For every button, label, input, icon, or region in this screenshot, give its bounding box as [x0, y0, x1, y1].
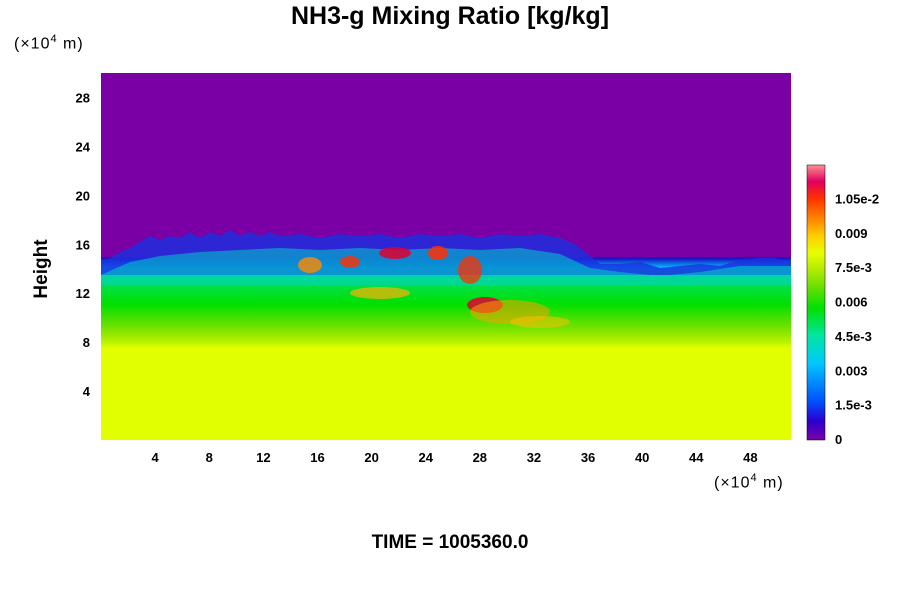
x-unit-exponent: 4 [750, 472, 758, 484]
y-unit-suffix: m) [57, 35, 84, 53]
patch [428, 246, 448, 260]
y-tick-label: 4 [83, 384, 91, 399]
patch [340, 256, 360, 268]
y-axis-ticks: 4 8 12 16 20 24 28 [76, 90, 91, 399]
colorbar-tick-label: 4.5e-3 [835, 329, 872, 344]
colorbar-tick-label: 1.5e-3 [835, 398, 872, 413]
y-tick-label: 8 [83, 335, 90, 350]
colorbar-tick-label: 0 [835, 432, 842, 447]
x-tick-label: 16 [310, 450, 324, 465]
y-axis-unit: (×104 m) [14, 33, 84, 53]
patch [379, 247, 411, 259]
y-tick-label: 12 [76, 286, 90, 301]
patch [510, 316, 570, 328]
colorbar: 0 1.5e-3 0.003 4.5e-3 0.006 7.5e-3 0.009 1.05e-… [806, 164, 879, 447]
x-tick-label: 44 [689, 450, 704, 465]
colorbar-tick-label: 7.5e-3 [835, 260, 872, 275]
colorbar-tick-label: 0.003 [835, 363, 868, 378]
colorbar-tick-label: 1.05e-2 [835, 191, 879, 206]
y-tick-label: 16 [76, 237, 90, 252]
x-tick-label: 24 [418, 450, 433, 465]
x-tick-label: 28 [473, 450, 487, 465]
y-tick-label: 20 [76, 188, 90, 203]
x-tick-label: 32 [527, 450, 541, 465]
patch [350, 287, 410, 299]
y-tick-label: 28 [76, 90, 90, 105]
y-unit-exponent: 4 [50, 33, 58, 45]
x-tick-label: 8 [206, 450, 213, 465]
colorbar-tick-label: 0.009 [835, 226, 868, 241]
y-unit-prefix: (×10 [14, 35, 51, 53]
x-tick-label: 36 [581, 450, 595, 465]
x-tick-label: 20 [364, 450, 378, 465]
x-axis-unit: (×104 m) [714, 472, 784, 492]
high-concentration-patches [298, 246, 570, 328]
patch [298, 257, 322, 273]
colorbar-scale [806, 164, 826, 441]
x-tick-label: 12 [256, 450, 270, 465]
y-tick-label: 24 [76, 139, 91, 154]
colorbar-tick-label: 0.006 [835, 295, 868, 310]
x-tick-label: 40 [635, 450, 649, 465]
x-unit-prefix: (×10 [714, 474, 751, 492]
x-tick-label: 48 [743, 450, 757, 465]
patch [458, 256, 482, 284]
chart-title: NH3-g Mixing Ratio [kg/kg] [290, 2, 610, 30]
heatmap-area [101, 73, 791, 440]
colorbar-labels: 0 1.5e-3 0.003 4.5e-3 0.006 7.5e-3 0.009 1.05e-… [835, 191, 879, 447]
x-unit-suffix: m) [757, 474, 784, 492]
x-axis-ticks: 4 8 12 16 20 24 28 32 36 40 44 48 [152, 450, 758, 465]
x-tick-label: 4 [152, 450, 160, 465]
time-label: TIME = 1005360.0 [371, 532, 529, 553]
cloud-top-mixing [101, 248, 791, 285]
